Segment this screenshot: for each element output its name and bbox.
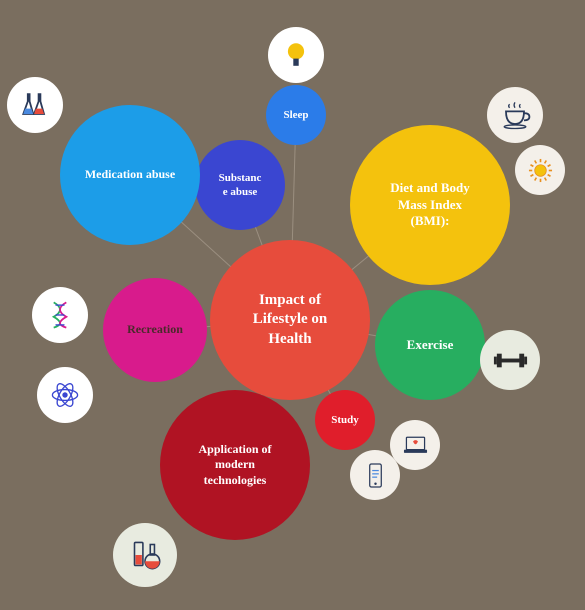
node-substance: Substanc e abuse [195, 140, 285, 230]
dna-icon [32, 287, 88, 343]
node-diet: Diet and Body Mass Index (BMI): [350, 125, 510, 285]
node-study: Study [315, 390, 375, 450]
barbell-icon [480, 330, 540, 390]
atom-icon [37, 367, 93, 423]
laptop-icon [390, 420, 440, 470]
flask-icon [7, 77, 63, 133]
center-node: Impact of Lifestyle on Health [210, 240, 370, 400]
cup-icon [487, 87, 543, 143]
phone-icon [350, 450, 400, 500]
node-recreation: Recreation [103, 278, 207, 382]
chem-icon [113, 523, 177, 587]
sun-icon [515, 145, 565, 195]
node-tech: Application of modern technologies [160, 390, 310, 540]
node-exercise: Exercise [375, 290, 485, 400]
node-medication: Medication abuse [60, 105, 200, 245]
bulb-icon [268, 27, 324, 83]
node-sleep: Sleep [266, 85, 326, 145]
